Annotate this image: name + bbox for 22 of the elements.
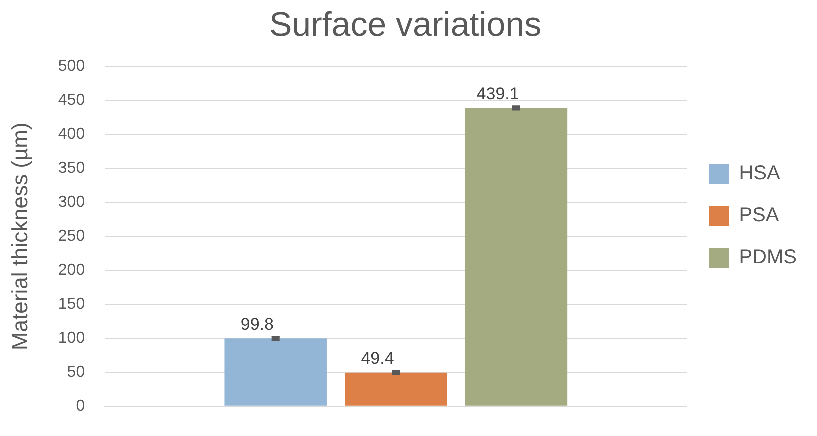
chart-title: Surface variations: [269, 6, 542, 44]
y-tick-label: 450: [58, 92, 86, 110]
legend-label: HSA: [739, 162, 781, 185]
y-tick-label: 300: [58, 194, 86, 212]
y-tick-label: 100: [58, 330, 86, 347]
y-axis-title: Material thickness (µm): [7, 122, 32, 351]
y-tick-label: 500: [58, 58, 86, 76]
bar: [345, 372, 448, 406]
y-tick-label: 0: [76, 398, 86, 415]
legend-label: PSA: [739, 204, 780, 227]
y-tick-label: 350: [58, 160, 86, 178]
y-tick-label: 250: [58, 228, 86, 246]
y-tick-label: 150: [58, 296, 86, 313]
data-label: 99.8: [240, 314, 274, 334]
legend-label: PDMS: [739, 246, 798, 269]
bar: [224, 338, 327, 406]
y-tick-label: 50: [67, 364, 86, 381]
data-label: 439.1: [476, 84, 520, 104]
bar: [465, 108, 568, 406]
y-tick-label: 400: [58, 126, 86, 144]
data-label: 49.4: [361, 348, 394, 368]
y-tick-label: 200: [58, 262, 86, 279]
